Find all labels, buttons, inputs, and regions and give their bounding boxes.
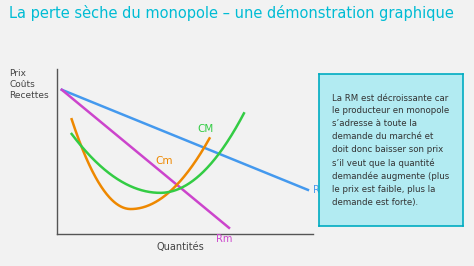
Text: Quantités: Quantités	[156, 242, 204, 252]
Text: La RM est décroissante car
le producteur en monopole
s’adresse à toute la
demand: La RM est décroissante car le producteur…	[332, 94, 449, 207]
Text: Prix
Coûts
Recettes: Prix Coûts Recettes	[9, 69, 49, 100]
Text: La perte sèche du monopole – une démonstration graphique: La perte sèche du monopole – une démonst…	[9, 5, 455, 21]
Text: CM: CM	[197, 124, 213, 134]
Text: RM: RM	[313, 185, 328, 195]
Text: Cm: Cm	[155, 156, 173, 166]
Text: Rm: Rm	[216, 234, 232, 244]
